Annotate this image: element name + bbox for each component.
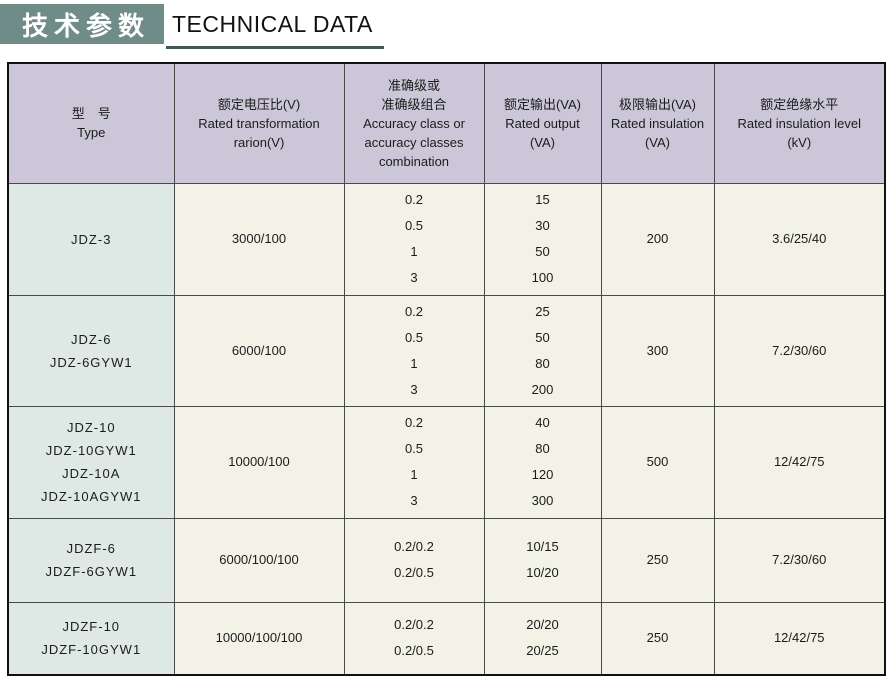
cell-insulation-level: 12/42/75 [713, 601, 886, 676]
rated-output-value: 25 50 80 200 [531, 303, 554, 397]
accuracy-value: 0.2 0.5 1 3 [404, 303, 424, 397]
limit-output-value: 500 [646, 454, 669, 469]
cell-limit-output: 500 [600, 405, 715, 519]
type-value: JDZ-6 JDZ-6GYW1 [49, 331, 133, 370]
cell-rated-output: 40 80 120 300 [483, 405, 602, 519]
header-limit-output: 极限输出(VA) Rated insulation (VA) [600, 62, 715, 184]
header-insulation-label: 额定绝缘水平 Rated insulation level (kV) [737, 96, 862, 150]
insulation-value: 7.2/30/60 [772, 552, 827, 567]
table-header-row: 型 号 Type 额定电压比(V) Rated transformation r… [7, 62, 886, 184]
cell-type: JDZF-10 JDZF-10GYW1 [7, 601, 175, 676]
cell-accuracy: 0.2 0.5 1 3 [343, 405, 485, 519]
limit-output-value: 300 [646, 342, 669, 358]
cell-limit-output: 300 [600, 294, 715, 407]
cell-accuracy: 0.2 0.5 1 3 [343, 182, 485, 296]
header-ratio-label: 额定电压比(V) Rated transformation rarion(V) [198, 96, 320, 150]
cell-ratio: 10000/100/100 [173, 601, 345, 676]
accuracy-value: 0.2 0.5 1 3 [404, 415, 424, 508]
header-limit-output-label: 极限输出(VA) Rated insulation (VA) [610, 96, 705, 150]
table-row-jdzf6: JDZF-6 JDZF-6GYW1 6000/100/100 0.2/0.2 0… [7, 517, 886, 603]
cell-ratio: 6000/100/100 [173, 517, 345, 603]
page-title-badge: 技术参数 [0, 4, 164, 44]
type-value: JDZF-6 JDZF-6GYW1 [45, 541, 138, 579]
ratio-value: 6000/100 [231, 342, 287, 358]
cell-insulation-level: 7.2/30/60 [713, 294, 886, 407]
cell-accuracy: 0.2 0.5 1 3 [343, 294, 485, 407]
header-rated-transformation-ratio: 额定电压比(V) Rated transformation rarion(V) [173, 62, 345, 184]
cell-rated-output: 25 50 80 200 [483, 294, 602, 407]
rated-output-value: 20/20 20/25 [526, 617, 559, 659]
header-insulation-level: 额定绝缘水平 Rated insulation level (kV) [713, 62, 886, 184]
insulation-value: 12/42/75 [773, 630, 825, 646]
accuracy-value: 0.2 0.5 1 3 [404, 192, 424, 285]
table-row-jdz6: JDZ-6 JDZ-6GYW1 6000/100 0.2 0.5 1 3 25 … [7, 294, 886, 407]
limit-output-value: 250 [646, 630, 669, 646]
header-accuracy-label: 准确级或 准确级组合 Accuracy class or accuracy cl… [363, 77, 465, 169]
rated-output-value: 40 80 120 300 [531, 415, 554, 508]
accuracy-value: 0.2/0.2 0.2/0.5 [394, 617, 434, 659]
insulation-value: 12/42/75 [773, 454, 825, 469]
page-title-underline: TECHNICAL DATA [166, 2, 384, 49]
cell-ratio: 6000/100 [173, 294, 345, 407]
rated-output-value: 15 30 50 100 [531, 192, 554, 285]
table-row-jdzf10: JDZF-10 JDZF-10GYW1 10000/100/100 0.2/0.… [7, 601, 886, 676]
cell-limit-output: 200 [600, 182, 715, 296]
cell-insulation-level: 12/42/75 [713, 405, 886, 519]
header-accuracy-class: 准确级或 准确级组合 Accuracy class or accuracy cl… [343, 62, 485, 184]
page-title-zh: 技术参数 [21, 10, 150, 41]
header-type: 型 号 Type [7, 62, 175, 184]
rated-output-value: 10/15 10/20 [526, 539, 559, 580]
page-title-en: TECHNICAL DATA [172, 10, 373, 37]
cell-type: JDZF-6 JDZF-6GYW1 [7, 517, 175, 603]
table-row-jdz10: JDZ-10 JDZ-10GYW1 JDZ-10A JDZ-10AGYW1 10… [7, 405, 886, 519]
insulation-value: 7.2/30/60 [772, 342, 827, 358]
cell-accuracy: 0.2/0.2 0.2/0.5 [343, 517, 485, 603]
cell-insulation-level: 7.2/30/60 [713, 517, 886, 603]
page-header: 技术参数 TECHNICAL DATA [0, 0, 890, 62]
type-value: JDZ-10 JDZ-10GYW1 JDZ-10A JDZ-10AGYW1 [40, 420, 142, 504]
insulation-value: 3.6/25/40 [772, 231, 827, 246]
accuracy-value: 0.2/0.2 0.2/0.5 [394, 539, 434, 580]
header-rated-output: 额定输出(VA) Rated output (VA) [483, 62, 602, 184]
cell-rated-output: 15 30 50 100 [483, 182, 602, 296]
table-row-jdz3: JDZ-3 3000/100 0.2 0.5 1 3 15 30 50 100 … [7, 182, 886, 296]
cell-rated-output: 10/15 10/20 [483, 517, 602, 603]
ratio-value: 3000/100 [231, 231, 287, 246]
header-rated-output-label: 额定输出(VA) Rated output (VA) [503, 96, 582, 150]
ratio-value: 10000/100/100 [215, 630, 303, 646]
cell-limit-output: 250 [600, 517, 715, 603]
cell-type: JDZ-3 [7, 182, 175, 296]
cell-insulation-level: 3.6/25/40 [713, 182, 886, 296]
ratio-value: 6000/100/100 [219, 552, 299, 567]
ratio-value: 10000/100 [228, 454, 290, 469]
limit-output-value: 200 [646, 231, 669, 246]
cell-type: JDZ-6 JDZ-6GYW1 [7, 294, 175, 407]
cell-type: JDZ-10 JDZ-10GYW1 JDZ-10A JDZ-10AGYW1 [7, 405, 175, 519]
cell-ratio: 10000/100 [173, 405, 345, 519]
type-value: JDZ-3 [71, 231, 112, 247]
cell-ratio: 3000/100 [173, 182, 345, 296]
technical-data-table: 型 号 Type 额定电压比(V) Rated transformation r… [7, 62, 886, 676]
limit-output-value: 250 [646, 552, 669, 567]
type-value: JDZF-10 JDZF-10GYW1 [41, 619, 142, 658]
cell-rated-output: 20/20 20/25 [483, 601, 602, 676]
cell-accuracy: 0.2/0.2 0.2/0.5 [343, 601, 485, 676]
header-type-label: 型 号 Type [71, 106, 111, 141]
cell-limit-output: 250 [600, 601, 715, 676]
